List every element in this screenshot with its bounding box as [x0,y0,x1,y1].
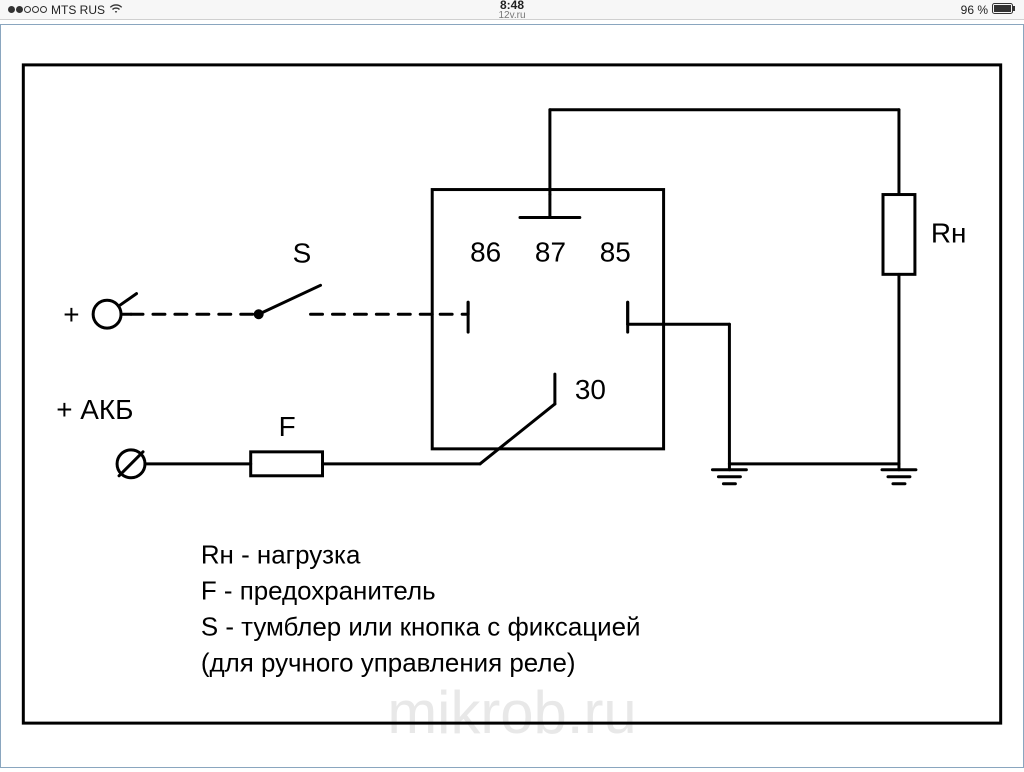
label-86: 86 [470,236,501,267]
signal-strength-icon [8,6,47,13]
label-plus: + [63,299,79,330]
label-f: F [279,411,296,442]
switch-arm [259,285,321,314]
ignition-terminal [93,300,121,328]
carrier-label: MTS RUS [51,3,105,17]
label-rn: Rн [931,217,967,248]
diagram-container: mikrob.ru S + + АКБ F 86 87 85 30 Rн Rн - нагрузка… [0,24,1024,768]
ignition-terminal-arm [119,294,137,307]
label-30: 30 [575,374,606,405]
load-resistor [883,195,915,275]
battery-icon [992,3,1016,17]
label-87: 87 [535,236,566,267]
status-right: 96 % [961,3,1016,17]
watermark-text: mikrob.ru [387,679,636,746]
legend-line: (для ручного управления реле) [201,649,576,677]
wire [480,404,555,464]
status-center: 8:48 12v.ru [498,0,525,21]
fuse [251,452,323,476]
legend-line: Rн - нагрузка [201,542,361,570]
label-s: S [293,237,312,268]
label-akb: + АКБ [56,394,133,425]
page-url-label: 12v.ru [498,11,525,21]
relay-schematic-diagram: mikrob.ru S + + АКБ F 86 87 85 30 Rн Rн - нагрузка… [1,25,1023,767]
legend-line: S - тумблер или кнопка с фиксацией [201,613,641,641]
akb-terminal-slash [119,452,143,476]
legend-line: F - предохранитель [201,577,436,605]
wifi-icon [109,3,123,17]
status-left: MTS RUS [8,3,123,17]
label-85: 85 [600,236,631,267]
battery-pct-label: 96 % [961,3,988,17]
ios-status-bar: MTS RUS 8:48 12v.ru 96 % [0,0,1024,20]
